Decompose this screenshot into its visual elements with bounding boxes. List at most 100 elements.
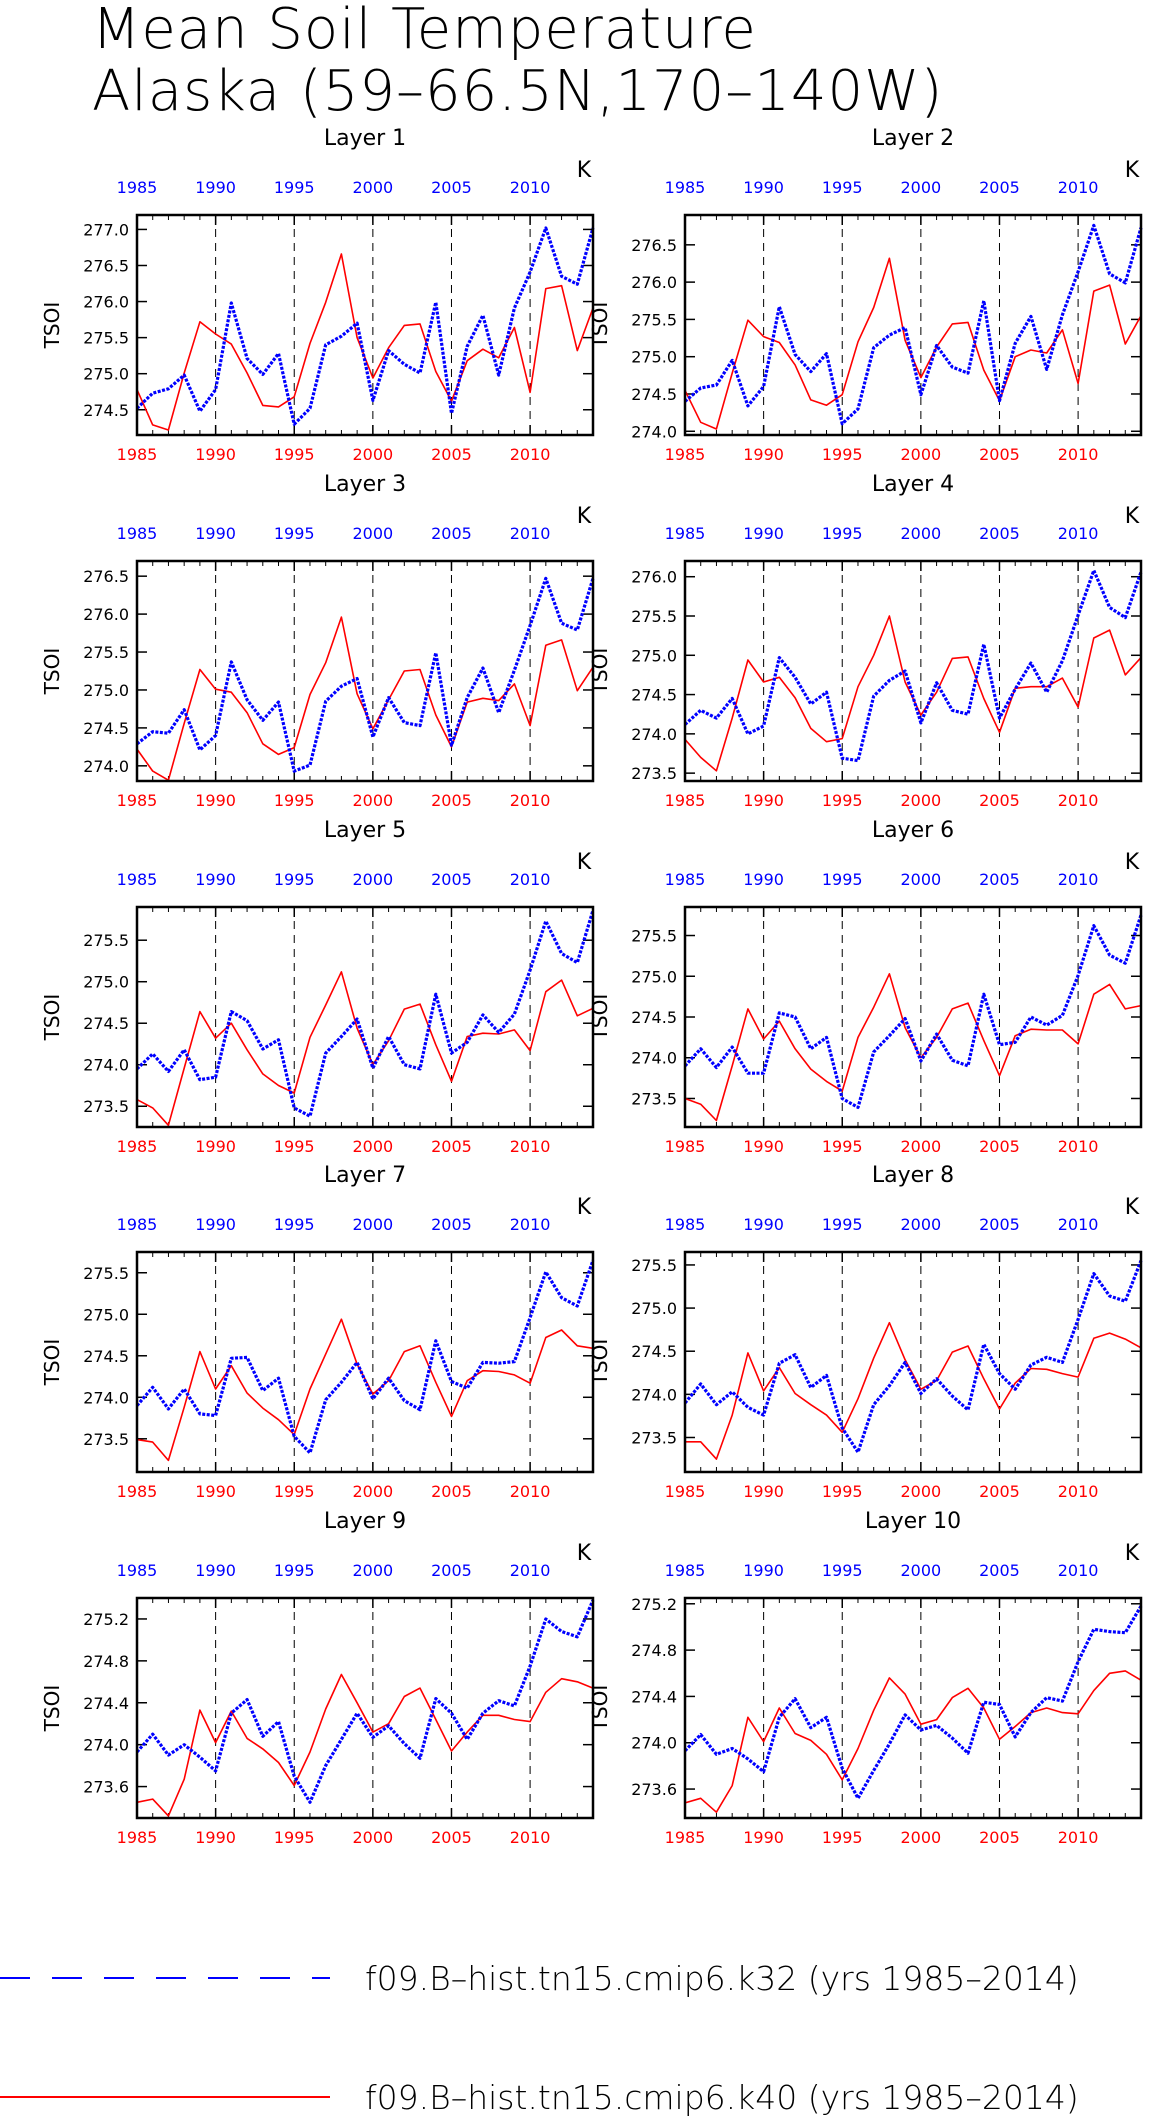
x-tick-label-top: 2005 <box>431 178 472 197</box>
x-tick-label-bottom: 2000 <box>353 445 394 464</box>
plot-frame <box>683 905 1143 1129</box>
legend-label-k40: f09.B–hist.tn15.cmip6.k40 (yrs 1985–2014… <box>365 2078 1079 2117</box>
y-tick-label: 275.0 <box>631 967 677 986</box>
x-tick-label-top: 1995 <box>274 524 315 543</box>
y-tick-label: 274.0 <box>631 422 677 441</box>
y-tick-label: 273.5 <box>83 1430 129 1449</box>
series-line-k40 <box>684 615 1142 772</box>
x-tick-label-top: 1995 <box>822 1215 863 1234</box>
x-tick-label-bottom: 2000 <box>901 1482 942 1501</box>
y-tick-label: 274.5 <box>631 385 677 404</box>
x-tick-label-bottom: 2005 <box>979 445 1020 464</box>
x-tick-label-top: 2005 <box>431 524 472 543</box>
unit-label: K <box>1125 1195 1140 1220</box>
x-tick-label-bottom: 2005 <box>979 1137 1020 1156</box>
x-tick-label-bottom: 2010 <box>510 1137 551 1156</box>
chart-title-line-2: Alaska (59–66.5N,170–140W) <box>92 59 944 124</box>
x-tick-label-top: 1985 <box>117 178 158 197</box>
x-tick-label-bottom: 2010 <box>1058 791 1099 810</box>
unit-label: K <box>1125 850 1140 875</box>
series-line-k32 <box>136 576 595 773</box>
y-tick-label: 276.0 <box>631 568 677 587</box>
chart-title-line-1: Mean Soil Temperature <box>92 0 757 62</box>
panel-title: Layer 5 <box>324 818 406 843</box>
x-tick-label-bottom: 1985 <box>665 1137 706 1156</box>
x-tick-label-bottom: 2010 <box>1058 1828 1099 1847</box>
x-tick-label-top: 2010 <box>510 1215 551 1234</box>
x-tick-label-top: 1995 <box>822 178 863 197</box>
x-tick-label-bottom: 1985 <box>665 1482 706 1501</box>
x-tick-label-top: 1995 <box>822 1561 863 1580</box>
y-tick-label: 273.6 <box>631 1780 677 1799</box>
x-tick-label-top: 2010 <box>1058 524 1099 543</box>
x-tick-label-top: 2005 <box>979 178 1020 197</box>
x-tick-label-bottom: 1995 <box>822 1828 863 1847</box>
x-tick-label-bottom: 2000 <box>901 1137 942 1156</box>
panel-title: Layer 3 <box>324 472 406 497</box>
panel-layer-5: Layer 5 K TSOI 1985 1985 1990 1990 1995 1995 2000… <box>40 818 595 1156</box>
plot-frame <box>135 1250 595 1474</box>
x-tick-label-bottom: 2010 <box>1058 1137 1099 1156</box>
x-tick-label-top: 1985 <box>665 870 706 889</box>
x-tick-label-bottom: 1995 <box>822 791 863 810</box>
x-tick-label-top: 1990 <box>743 1215 784 1234</box>
x-tick-label-top: 1995 <box>274 1215 315 1234</box>
x-tick-label-bottom: 1985 <box>665 791 706 810</box>
x-tick-label-top: 1990 <box>195 1215 236 1234</box>
x-tick-label-bottom: 2005 <box>431 791 472 810</box>
y-tick-label: 275.5 <box>631 607 677 626</box>
y-tick-label: 275.5 <box>83 931 129 950</box>
x-tick-label-top: 2005 <box>979 1215 1020 1234</box>
x-tick-label-bottom: 1990 <box>195 791 236 810</box>
panel-layer-9: Layer 9 K TSOI 1985 1985 1990 1990 1995 1995 2000… <box>40 1509 595 1847</box>
y-tick-label: 273.5 <box>631 1428 677 1447</box>
x-tick-label-bottom: 2005 <box>979 1482 1020 1501</box>
y-tick-label: 275.5 <box>83 1264 129 1283</box>
x-tick-label-top: 1985 <box>665 178 706 197</box>
legend: f09.B–hist.tn15.cmip6.k32 (yrs 1985–2014… <box>0 1959 1079 2117</box>
x-tick-label-bottom: 1990 <box>195 1137 236 1156</box>
panel-layer-6: Layer 6 K TSOI 1985 1985 1990 1990 1995 1995 2000… <box>588 818 1143 1156</box>
x-tick-label-top: 1995 <box>274 178 315 197</box>
x-tick-label-bottom: 1995 <box>822 1137 863 1156</box>
x-tick-label-bottom: 2005 <box>979 1828 1020 1847</box>
y-tick-label: 275.0 <box>83 681 129 700</box>
x-tick-label-bottom: 2005 <box>979 791 1020 810</box>
series-line-k32 <box>683 1605 1143 1800</box>
series-line-k40 <box>685 1321 1142 1460</box>
y-tick-label: 273.5 <box>631 764 677 783</box>
y-tick-label: 274.0 <box>631 1049 677 1068</box>
series-line-k40 <box>684 257 1142 430</box>
x-tick-label-top: 1990 <box>743 524 784 543</box>
y-axis-label: TSOI <box>588 648 612 696</box>
x-tick-label-bottom: 2000 <box>901 445 942 464</box>
y-axis-label: TSOI <box>40 1339 64 1387</box>
series-line-k32 <box>683 223 1143 426</box>
y-axis-label: TSOI <box>40 648 64 696</box>
y-tick-label: 274.0 <box>631 1734 677 1753</box>
x-tick-label-bottom: 1985 <box>117 1137 158 1156</box>
series-line-k40 <box>684 972 1142 1122</box>
series-line-k40 <box>136 970 594 1127</box>
series-line-k32 <box>683 914 1143 1110</box>
x-tick-label-top: 2000 <box>353 1561 394 1580</box>
x-tick-label-bottom: 2010 <box>1058 445 1099 464</box>
y-tick-label: 274.5 <box>83 719 129 738</box>
x-tick-label-bottom: 2005 <box>431 1137 472 1156</box>
x-tick-label-top: 2000 <box>901 1215 942 1234</box>
y-tick-label: 276.0 <box>631 273 677 292</box>
y-tick-label: 274.8 <box>631 1641 677 1660</box>
x-tick-label-bottom: 1995 <box>822 445 863 464</box>
y-tick-label: 276.5 <box>631 236 677 255</box>
x-tick-label-bottom: 1990 <box>195 445 236 464</box>
x-tick-label-top: 2000 <box>901 524 942 543</box>
y-tick-label: 274.0 <box>83 757 129 776</box>
x-tick-label-top: 2010 <box>1058 870 1099 889</box>
unit-label: K <box>577 1195 592 1220</box>
y-tick-label: 276.5 <box>83 567 129 586</box>
y-tick-label: 274.5 <box>83 401 129 420</box>
x-tick-label-top: 1985 <box>665 524 706 543</box>
x-tick-label-top: 2000 <box>353 870 394 889</box>
series-line-k40 <box>684 1670 1142 1813</box>
x-tick-label-bottom: 1985 <box>665 445 706 464</box>
